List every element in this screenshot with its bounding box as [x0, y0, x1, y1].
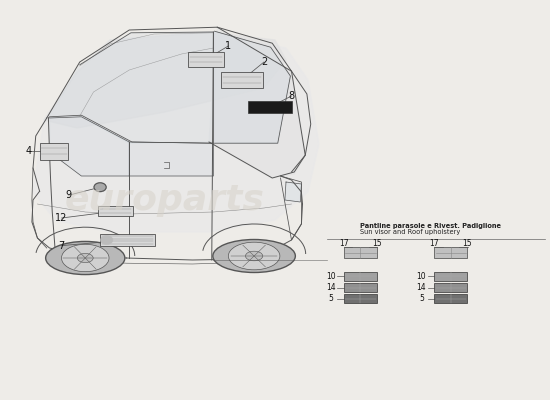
Text: 2: 2: [261, 57, 267, 67]
Bar: [188, 52, 224, 67]
Text: europarts: europarts: [65, 183, 265, 217]
Text: 10: 10: [416, 272, 426, 281]
Polygon shape: [48, 32, 213, 143]
Text: Sun visor and Roof upholstery: Sun visor and Roof upholstery: [360, 229, 460, 235]
Bar: [344, 247, 377, 258]
Bar: [434, 247, 468, 258]
Text: 15: 15: [372, 240, 382, 248]
Text: 9: 9: [65, 190, 72, 200]
Bar: [40, 143, 68, 160]
Polygon shape: [209, 27, 305, 178]
Ellipse shape: [213, 240, 295, 272]
Ellipse shape: [62, 244, 109, 272]
Text: 17: 17: [339, 240, 349, 248]
Polygon shape: [33, 32, 319, 232]
Polygon shape: [129, 142, 213, 176]
Ellipse shape: [228, 242, 280, 270]
Circle shape: [101, 236, 113, 244]
Text: 14: 14: [326, 283, 336, 292]
Ellipse shape: [245, 251, 263, 261]
Bar: [98, 206, 133, 216]
Ellipse shape: [46, 242, 125, 274]
Circle shape: [94, 183, 106, 192]
Text: 4: 4: [25, 146, 32, 156]
Bar: [434, 283, 468, 292]
Text: 8: 8: [288, 91, 295, 101]
Text: 15: 15: [463, 240, 472, 248]
Ellipse shape: [78, 253, 93, 263]
Bar: [344, 272, 377, 281]
Bar: [344, 294, 377, 303]
Bar: [100, 234, 155, 246]
Polygon shape: [44, 32, 286, 128]
Bar: [248, 101, 292, 113]
Bar: [434, 272, 468, 281]
Text: 7: 7: [58, 240, 65, 250]
Bar: [434, 294, 468, 303]
Text: 5: 5: [419, 294, 424, 303]
Bar: [221, 72, 263, 88]
Polygon shape: [50, 117, 129, 176]
Polygon shape: [214, 31, 290, 143]
Text: 12: 12: [56, 213, 68, 223]
Bar: [344, 283, 377, 292]
Text: 5: 5: [328, 294, 333, 303]
Text: 10: 10: [326, 272, 336, 281]
Text: Pantline parasole e Rivest. Padiglione: Pantline parasole e Rivest. Padiglione: [360, 223, 501, 229]
Text: 14: 14: [416, 283, 426, 292]
Polygon shape: [285, 182, 301, 202]
Text: 1: 1: [225, 41, 232, 51]
Text: 17: 17: [430, 240, 439, 248]
